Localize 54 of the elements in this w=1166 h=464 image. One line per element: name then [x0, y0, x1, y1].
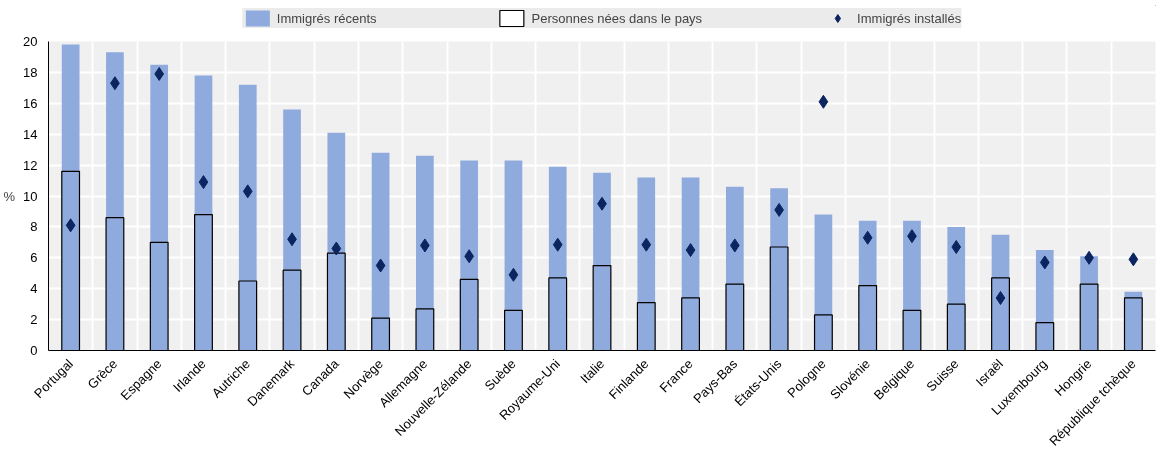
point — [508, 267, 519, 282]
point — [198, 175, 209, 190]
y-axis-title: % — [3, 188, 16, 204]
bar — [548, 166, 567, 351]
x-tick-label: Italie — [577, 356, 608, 387]
point — [242, 184, 253, 199]
bar — [194, 75, 213, 351]
legend-label: Personnes nées dans le pays — [531, 10, 703, 26]
bar — [327, 132, 346, 351]
bar — [637, 177, 656, 351]
bar — [371, 152, 390, 351]
legend-label: Immigrés installés — [857, 10, 962, 26]
point — [375, 258, 386, 273]
bar — [593, 172, 611, 351]
y-tick-label: 2 — [30, 312, 38, 328]
point — [862, 230, 873, 245]
y-tick-label: 18 — [23, 64, 38, 80]
point — [154, 66, 165, 81]
legend-label: Immigrés récents — [276, 10, 377, 26]
bar — [61, 44, 80, 351]
y-tick-label: 12 — [23, 157, 38, 173]
bar — [725, 186, 744, 351]
bar — [814, 214, 833, 351]
point — [685, 243, 696, 258]
bar — [460, 160, 479, 351]
bar — [106, 52, 124, 351]
y-tick-label: 0 — [30, 343, 38, 358]
point — [331, 241, 342, 256]
y-tick-label: 16 — [23, 95, 38, 111]
point — [65, 218, 76, 233]
y-tick-label: 4 — [30, 281, 38, 297]
bar — [1035, 250, 1054, 351]
y-tick-label: 14 — [23, 126, 38, 142]
point — [1128, 252, 1139, 267]
point — [641, 237, 652, 252]
bar — [150, 64, 169, 351]
bar — [504, 160, 523, 351]
y-tick-label: 10 — [23, 188, 38, 204]
point — [552, 237, 563, 252]
point — [818, 94, 829, 109]
bar — [858, 220, 877, 351]
point — [995, 290, 1006, 305]
bar — [283, 109, 301, 351]
bar — [947, 226, 966, 351]
bar — [416, 155, 434, 351]
bar — [238, 84, 257, 351]
bar — [903, 220, 921, 351]
bar — [681, 177, 700, 351]
y-tick-label: 8 — [30, 219, 38, 235]
y-tick-label: 6 — [30, 250, 38, 266]
point — [1039, 255, 1050, 270]
y-tick-label: 20 — [23, 34, 38, 49]
point — [951, 239, 962, 254]
bar — [991, 234, 1010, 351]
